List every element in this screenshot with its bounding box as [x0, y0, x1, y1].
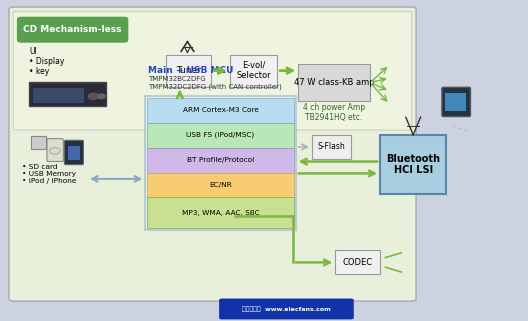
Text: E-vol/
Selector: E-vol/ Selector: [236, 61, 271, 80]
FancyBboxPatch shape: [13, 11, 412, 130]
FancyBboxPatch shape: [147, 197, 294, 228]
FancyBboxPatch shape: [298, 64, 370, 101]
Text: TMPM32BC2DFG
TMPM32DC2DFG (with CAN controller): TMPM32BC2DFG TMPM32DC2DFG (with CAN cont…: [148, 76, 281, 90]
FancyBboxPatch shape: [64, 140, 83, 165]
Text: CD Mechanism-less: CD Mechanism-less: [23, 25, 121, 34]
Text: 47 W class-KB amp: 47 W class-KB amp: [294, 78, 374, 87]
FancyBboxPatch shape: [31, 136, 46, 149]
Text: 电子发烧友  www.elecfans.com: 电子发烧友 www.elecfans.com: [242, 306, 331, 312]
FancyBboxPatch shape: [47, 139, 63, 161]
FancyBboxPatch shape: [335, 250, 380, 274]
FancyBboxPatch shape: [68, 146, 80, 160]
Text: UI
• Display
• key: UI • Display • key: [29, 47, 64, 76]
Text: USB FS (iPod/MSC): USB FS (iPod/MSC): [186, 132, 254, 138]
Circle shape: [98, 94, 105, 99]
Text: S-Flash: S-Flash: [317, 142, 345, 152]
FancyBboxPatch shape: [380, 135, 446, 194]
Text: 4 ch power Amp
TB2941HQ etc.: 4 ch power Amp TB2941HQ etc.: [303, 103, 365, 122]
FancyBboxPatch shape: [9, 7, 416, 301]
Text: BT Profile/Protocol: BT Profile/Protocol: [187, 157, 254, 163]
Text: Bluetooth
HCI LSI: Bluetooth HCI LSI: [386, 154, 440, 175]
Text: • SD card
• USB Memory
• iPod / iPhone: • SD card • USB Memory • iPod / iPhone: [22, 164, 77, 184]
Text: MP3, WMA, AAC, SBC: MP3, WMA, AAC, SBC: [182, 210, 259, 216]
Circle shape: [88, 93, 99, 100]
FancyBboxPatch shape: [147, 123, 294, 148]
FancyBboxPatch shape: [145, 96, 296, 230]
FancyBboxPatch shape: [445, 93, 466, 111]
FancyBboxPatch shape: [230, 55, 277, 87]
FancyBboxPatch shape: [147, 173, 294, 197]
FancyBboxPatch shape: [147, 98, 294, 123]
FancyBboxPatch shape: [219, 299, 354, 319]
FancyBboxPatch shape: [442, 87, 470, 117]
Text: ARM Cortex-M3 Core: ARM Cortex-M3 Core: [183, 107, 258, 113]
FancyBboxPatch shape: [147, 148, 294, 173]
Text: Main + USB MCU: Main + USB MCU: [148, 66, 233, 75]
Text: Tuner: Tuner: [176, 66, 201, 75]
Text: CODEC: CODEC: [343, 258, 373, 267]
FancyBboxPatch shape: [33, 88, 84, 103]
FancyBboxPatch shape: [17, 17, 128, 43]
FancyBboxPatch shape: [312, 135, 351, 159]
Text: EC/NR: EC/NR: [209, 182, 232, 188]
FancyBboxPatch shape: [166, 55, 211, 87]
FancyBboxPatch shape: [29, 82, 106, 106]
